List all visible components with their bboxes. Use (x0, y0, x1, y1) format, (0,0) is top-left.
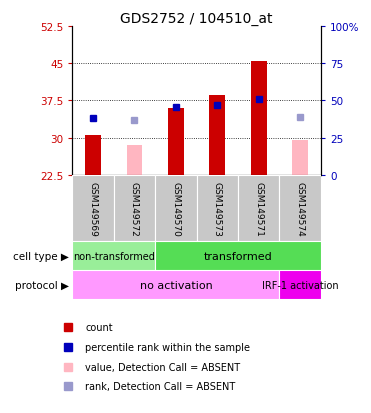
Bar (72, 176, 114, 242)
Text: GSM149572: GSM149572 (130, 181, 139, 236)
Text: IRF-1 activation: IRF-1 activation (262, 280, 338, 290)
Text: GSM149569: GSM149569 (89, 181, 98, 236)
Bar (279, 271, 321, 299)
Text: GSM149571: GSM149571 (254, 181, 263, 236)
Text: non-transformed: non-transformed (73, 251, 155, 261)
Bar (251, 62, 267, 176)
Text: cell type ▶: cell type ▶ (13, 251, 69, 261)
Text: protocol ▶: protocol ▶ (14, 280, 69, 290)
Bar (155, 242, 321, 271)
Text: no activation: no activation (139, 280, 212, 290)
Bar (85, 136, 101, 176)
Text: percentile rank within the sample: percentile rank within the sample (85, 342, 250, 352)
Bar (210, 96, 225, 176)
Bar (114, 176, 155, 242)
Text: rank, Detection Call = ABSENT: rank, Detection Call = ABSENT (85, 382, 236, 392)
Text: GSM149573: GSM149573 (213, 181, 222, 236)
Text: transformed: transformed (204, 251, 272, 261)
Bar (72, 242, 155, 271)
Bar (127, 146, 142, 176)
Text: count: count (85, 322, 113, 332)
Bar (155, 176, 197, 242)
Title: GDS2752 / 104510_at: GDS2752 / 104510_at (120, 12, 273, 26)
Bar (72, 271, 279, 299)
Text: GSM149570: GSM149570 (171, 181, 180, 236)
Bar (292, 141, 308, 176)
Bar (197, 176, 238, 242)
Text: value, Detection Call = ABSENT: value, Detection Call = ABSENT (85, 362, 240, 372)
Text: GSM149574: GSM149574 (296, 181, 305, 236)
Bar (168, 109, 184, 176)
Bar (238, 176, 279, 242)
Bar (279, 176, 321, 242)
